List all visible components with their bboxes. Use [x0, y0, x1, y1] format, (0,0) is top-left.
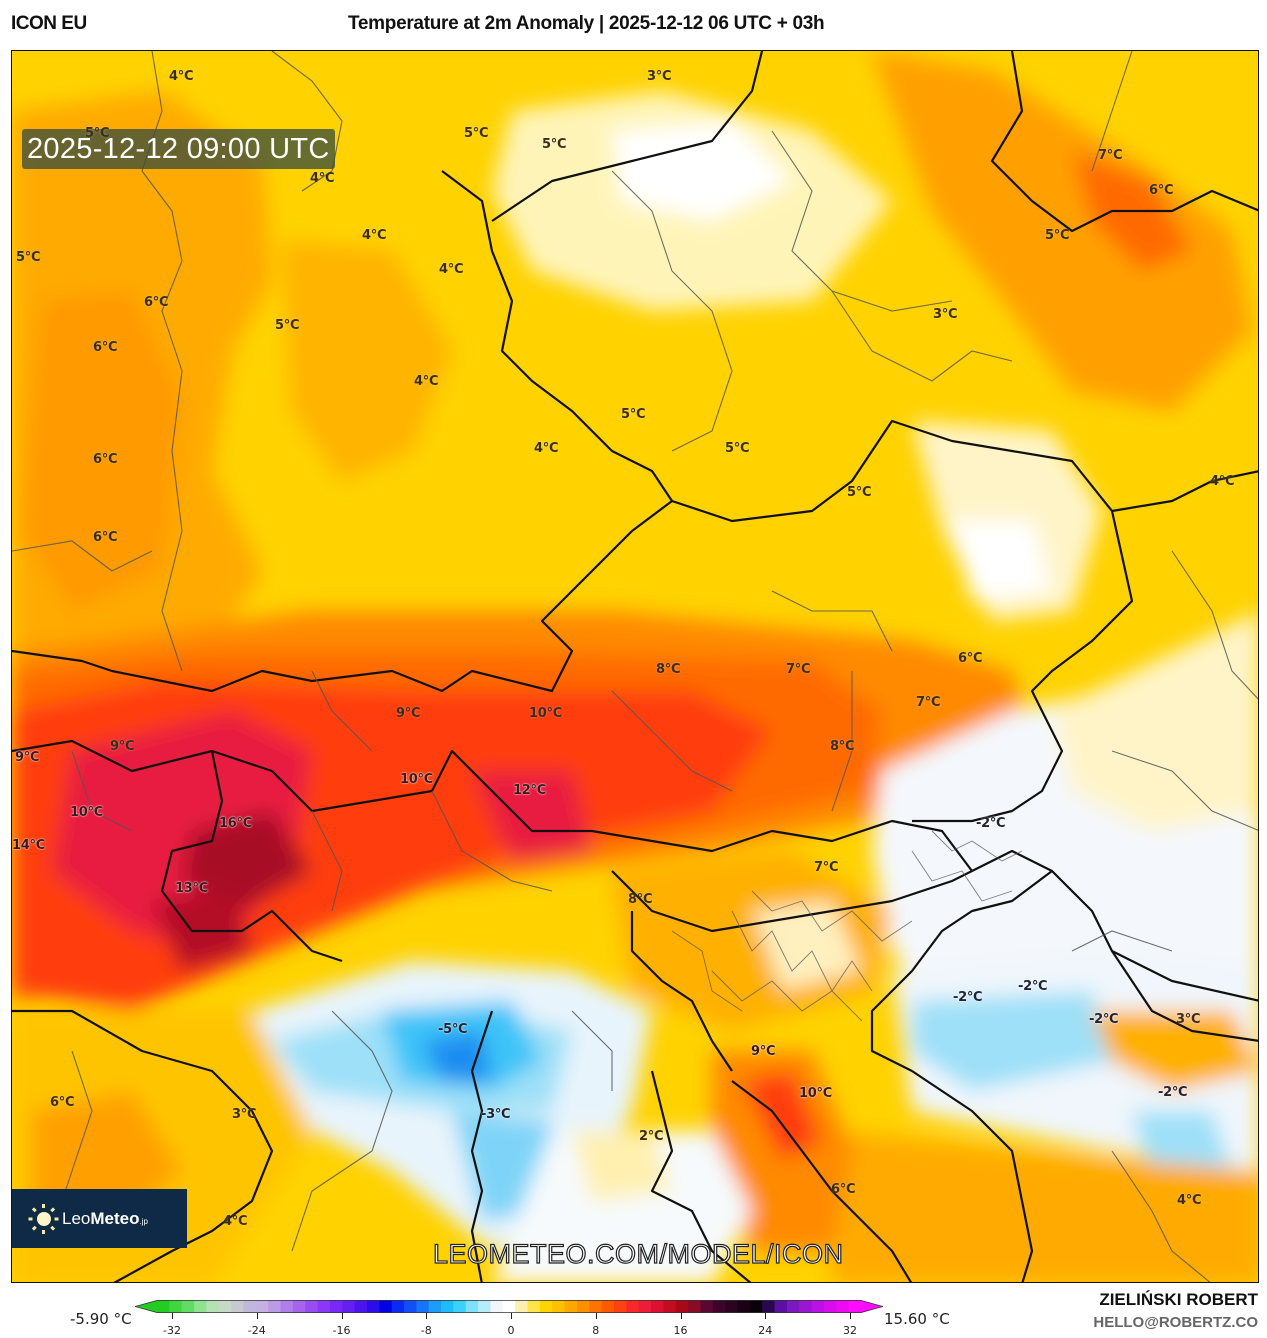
- temperature-label: 3°C: [647, 69, 672, 84]
- model-name: ICON EU: [11, 13, 87, 34]
- temperature-label: 6°C: [93, 452, 118, 467]
- temperature-label: 7°C: [786, 662, 811, 677]
- temperature-label: 12°C: [513, 783, 546, 798]
- colorbar-tick: [256, 1313, 258, 1319]
- temperature-label: 10°C: [799, 1086, 832, 1101]
- temperature-label: 6°C: [1149, 183, 1174, 198]
- temperature-label: -3°C: [481, 1107, 511, 1122]
- temperature-label: 4°C: [223, 1214, 248, 1229]
- temperature-label: 6°C: [831, 1182, 856, 1197]
- temperature-label: -2°C: [953, 990, 983, 1005]
- temperature-label: 6°C: [50, 1095, 75, 1110]
- temperature-label: 4°C: [534, 441, 559, 456]
- temperature-label: 5°C: [16, 250, 41, 265]
- colorbar-tick-label: 24: [758, 1324, 773, 1337]
- temperature-label: 5°C: [275, 318, 300, 333]
- temperature-label: 10°C: [529, 706, 562, 721]
- colorbar: [135, 1300, 883, 1313]
- temperature-label: 7°C: [916, 695, 941, 710]
- colorbar-tick: [680, 1313, 682, 1319]
- leometeo-logo[interactable]: LeoMeteo.jp: [12, 1189, 187, 1248]
- temperature-label: 10°C: [400, 772, 433, 787]
- colorbar-tick: [765, 1313, 767, 1319]
- temperature-label: 16°C: [219, 816, 252, 831]
- temperature-label: -2°C: [1089, 1012, 1119, 1027]
- colorbar-tick-label: -16: [332, 1324, 351, 1337]
- colorbar-tick-label: -24: [247, 1324, 266, 1337]
- colorbar-tick-label: 32: [843, 1324, 857, 1337]
- temperature-label: 5°C: [847, 485, 872, 500]
- temperature-label: 6°C: [144, 295, 169, 310]
- temperature-anomaly-map[interactable]: 2025-12-12 09:00 UTC 4°C 3°C 5°C 5°C 5°C 7°C 6…: [11, 50, 1259, 1283]
- colorbar-tick: [172, 1313, 173, 1319]
- colorbar-max-label: 15.60 °C: [884, 1310, 950, 1328]
- temperature-label: -2°C: [976, 816, 1006, 831]
- temperature-label: 2°C: [639, 1129, 664, 1144]
- temperature-label: 14°C: [12, 838, 45, 853]
- temperature-label: 5°C: [85, 126, 110, 141]
- temperature-label: 3°C: [933, 307, 958, 322]
- colorbar-min-label: -5.90 °C: [70, 1310, 132, 1328]
- temperature-label: 7°C: [814, 860, 839, 875]
- temperature-label: 7°C: [1098, 148, 1123, 163]
- temperature-label: -2°C: [1018, 979, 1048, 994]
- temperature-label: 4°C: [439, 262, 464, 277]
- sun-icon: [28, 1203, 59, 1234]
- temperature-label: 6°C: [93, 340, 118, 355]
- temperature-label: 4°C: [1210, 474, 1235, 489]
- temperature-label: 5°C: [1045, 228, 1070, 243]
- watermark-url: LEOMETEO.COM/MODEL/ICON: [432, 1238, 844, 1269]
- temperature-label: 4°C: [1177, 1193, 1202, 1208]
- temperature-label: 9°C: [751, 1044, 776, 1059]
- logo-text: LeoMeteo.jp: [62, 1208, 148, 1228]
- temperature-label: -2°C: [1158, 1085, 1188, 1100]
- colorbar-tick-label: 16: [673, 1324, 688, 1337]
- temperature-label: 5°C: [725, 441, 750, 456]
- temperature-label: 8°C: [830, 739, 855, 754]
- temperature-label: 8°C: [628, 892, 653, 907]
- temperature-label: 13°C: [175, 881, 208, 896]
- temperature-label: 9°C: [396, 706, 421, 721]
- temperature-label: 3°C: [1176, 1012, 1201, 1027]
- temperature-label: 6°C: [93, 530, 118, 545]
- temperature-label: -5°C: [438, 1022, 468, 1037]
- temperature-label: 5°C: [542, 137, 567, 152]
- temperature-label: 8°C: [656, 662, 681, 677]
- temperature-label: 4°C: [169, 69, 194, 84]
- temperature-label: 9°C: [15, 750, 40, 765]
- temperature-label: 3°C: [232, 1107, 257, 1122]
- colorbar-tick-label: -8: [420, 1324, 432, 1337]
- map-field: [12, 51, 1258, 1282]
- colorbar-tick: [426, 1313, 428, 1319]
- temperature-label: 4°C: [414, 374, 439, 389]
- author-name: ZIELIŃSKI ROBERT: [1099, 1290, 1258, 1309]
- temperature-label: 5°C: [464, 126, 489, 141]
- temperature-label: 10°C: [70, 805, 103, 820]
- temperature-label: 4°C: [310, 171, 335, 186]
- colorbar-tick: [511, 1313, 512, 1319]
- valid-time-badge: 2025-12-12 09:00 UTC: [22, 129, 335, 169]
- chart-title: Temperature at 2m Anomaly | 2025-12-12 0…: [348, 13, 825, 34]
- colorbar-tick-label: 8: [592, 1324, 600, 1337]
- colorbar-tick-label: 0: [507, 1324, 515, 1337]
- temperature-label: 4°C: [362, 228, 387, 243]
- author-email[interactable]: HELLO@ROBERTZ.CO: [1093, 1314, 1258, 1331]
- colorbar-tick: [850, 1313, 851, 1319]
- colorbar-tick: [341, 1313, 343, 1319]
- temperature-label: 9°C: [110, 739, 135, 754]
- colorbar-tick: [595, 1313, 597, 1319]
- temperature-label: 5°C: [621, 407, 646, 422]
- colorbar-tick-label: -32: [163, 1324, 181, 1337]
- temperature-label: 6°C: [958, 651, 983, 666]
